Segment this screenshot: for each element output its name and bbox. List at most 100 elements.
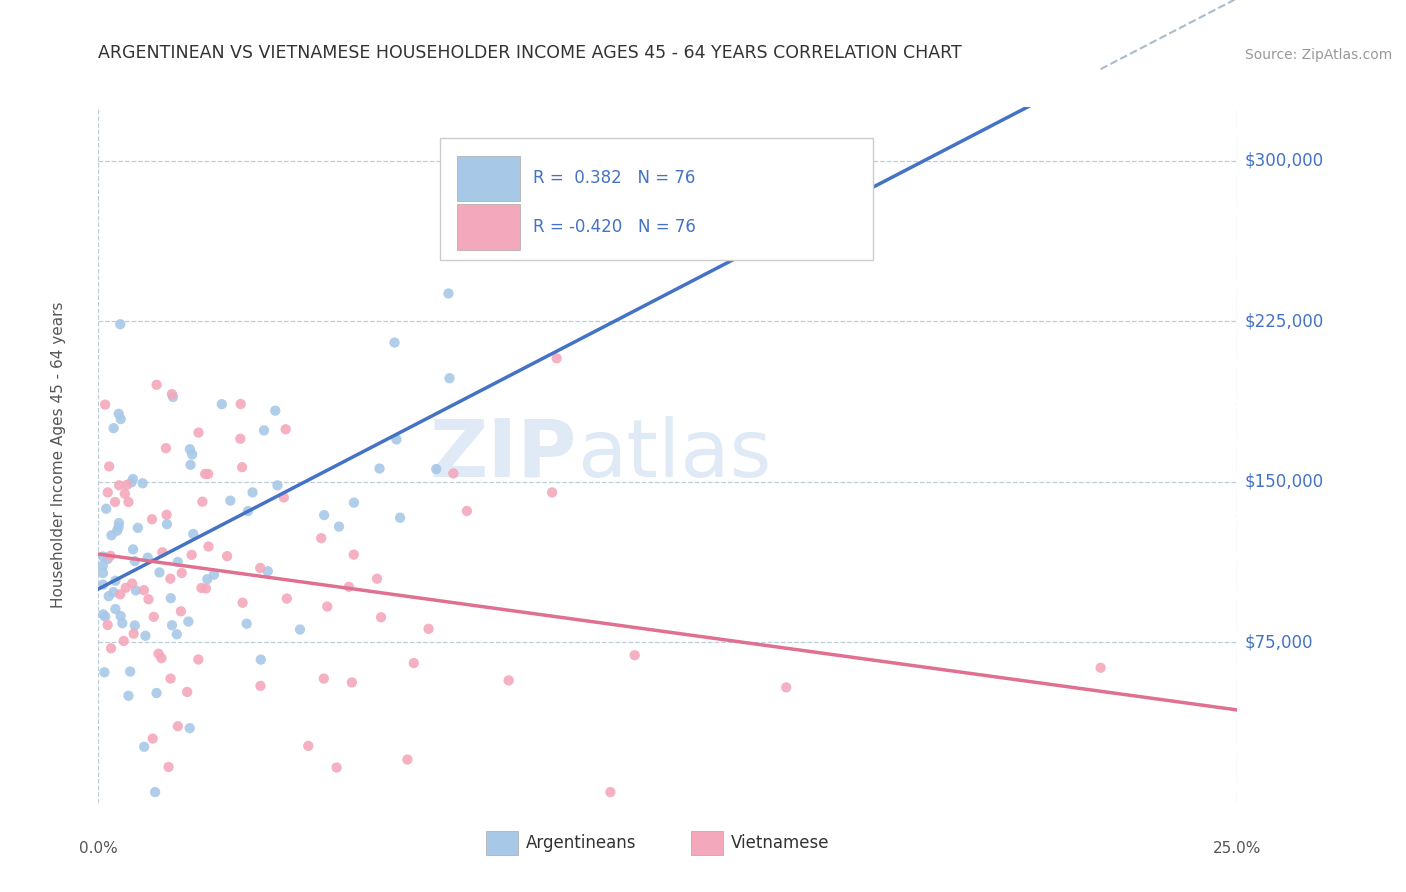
Point <box>389 510 412 524</box>
Point <box>384 335 406 350</box>
Point <box>309 531 332 545</box>
Point <box>187 425 209 440</box>
FancyBboxPatch shape <box>440 138 873 260</box>
Point <box>166 719 188 733</box>
Point <box>775 681 797 695</box>
Text: R = -0.420   N = 76: R = -0.420 N = 76 <box>533 218 696 235</box>
Point <box>623 648 645 663</box>
Point <box>100 641 122 656</box>
Point <box>96 501 118 516</box>
Text: $225,000: $225,000 <box>1244 312 1323 330</box>
Point <box>229 432 252 446</box>
Point <box>396 752 419 766</box>
Point <box>160 387 183 401</box>
Text: ZIP: ZIP <box>429 416 576 494</box>
Point <box>250 652 273 666</box>
Point <box>107 520 129 534</box>
Point <box>148 566 170 580</box>
Point <box>314 508 336 522</box>
Point <box>159 572 181 586</box>
Text: $75,000: $75,000 <box>1244 633 1313 651</box>
Point <box>115 478 138 492</box>
Point <box>194 467 217 481</box>
Point <box>98 459 121 474</box>
Point <box>91 607 114 622</box>
Point <box>156 508 179 522</box>
Point <box>143 785 166 799</box>
Point <box>122 472 145 486</box>
Point <box>166 555 188 569</box>
Point <box>366 572 388 586</box>
Point <box>231 460 253 475</box>
Point <box>425 462 447 476</box>
Point <box>125 583 148 598</box>
Point <box>97 589 120 603</box>
Point <box>343 548 366 562</box>
Point <box>91 558 114 573</box>
Point <box>316 599 339 614</box>
Point <box>141 512 163 526</box>
Point <box>108 516 131 530</box>
Point <box>150 651 173 665</box>
Point <box>236 504 259 518</box>
Point <box>142 609 165 624</box>
Point <box>105 524 128 538</box>
Point <box>297 739 319 753</box>
Point <box>249 679 271 693</box>
Point <box>437 286 460 301</box>
Point <box>110 318 132 332</box>
Point <box>402 656 425 670</box>
Point <box>211 397 233 411</box>
Point <box>217 549 239 563</box>
Point <box>108 587 131 601</box>
Text: Argentineans: Argentineans <box>526 834 636 852</box>
Point <box>110 609 132 624</box>
Point <box>370 610 392 624</box>
Text: 0.0%: 0.0% <box>79 841 118 856</box>
Point <box>162 390 184 404</box>
Point <box>273 491 295 505</box>
Text: 25.0%: 25.0% <box>1213 841 1261 856</box>
Point <box>138 592 160 607</box>
Point <box>187 652 209 666</box>
Point <box>159 672 181 686</box>
Point <box>288 623 311 637</box>
Point <box>340 675 363 690</box>
FancyBboxPatch shape <box>457 204 520 250</box>
Point <box>94 609 117 624</box>
Text: ARGENTINEAN VS VIETNAMESE HOUSEHOLDER INCOME AGES 45 - 64 YEARS CORRELATION CHAR: ARGENTINEAN VS VIETNAMESE HOUSEHOLDER IN… <box>98 45 962 62</box>
Point <box>145 686 167 700</box>
Point <box>117 495 139 509</box>
Point <box>131 476 153 491</box>
Point <box>170 566 193 580</box>
Point <box>107 407 129 421</box>
Point <box>121 475 143 490</box>
Point <box>522 235 544 249</box>
Point <box>159 591 181 606</box>
Point <box>114 581 136 595</box>
Point <box>100 549 122 563</box>
Point <box>235 616 257 631</box>
Point <box>136 550 159 565</box>
Point <box>181 447 204 461</box>
Point <box>328 519 350 533</box>
Point <box>91 566 114 580</box>
Point <box>1090 661 1112 675</box>
Point <box>103 585 125 599</box>
Point <box>418 622 440 636</box>
Point <box>97 618 120 632</box>
Point <box>111 616 134 631</box>
Point <box>180 458 202 472</box>
Point <box>104 495 127 509</box>
Point <box>94 398 117 412</box>
Point <box>155 441 177 455</box>
Point <box>91 577 114 591</box>
FancyBboxPatch shape <box>457 156 520 201</box>
Point <box>179 442 201 457</box>
Point <box>190 581 212 595</box>
Point <box>110 412 132 426</box>
Point <box>142 731 165 746</box>
Point <box>180 548 202 562</box>
Point <box>156 517 179 532</box>
Point <box>127 521 149 535</box>
